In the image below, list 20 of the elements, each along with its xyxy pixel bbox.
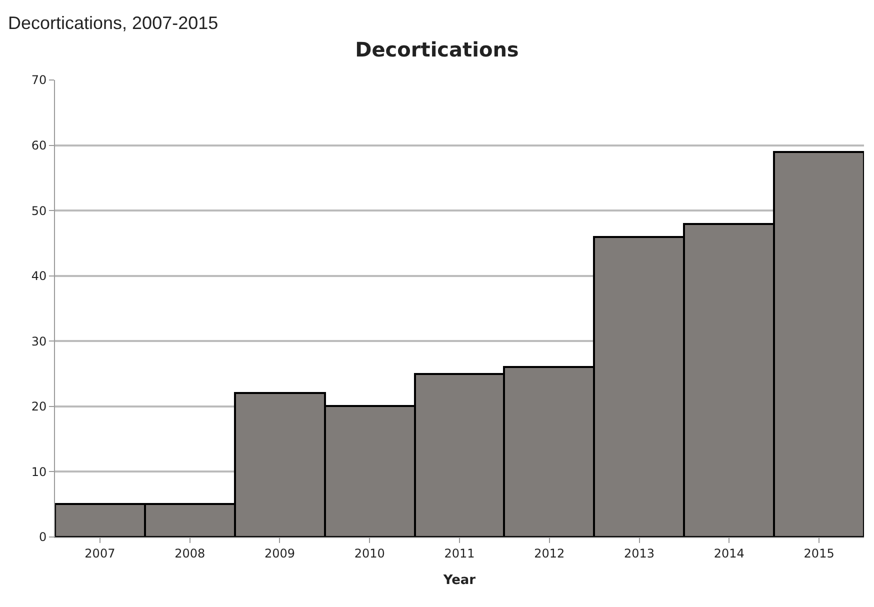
y-tick-label: 20 <box>31 400 47 414</box>
x-tick-label: 2012 <box>534 546 565 560</box>
text: Decortications, 2007-2015 <box>8 13 218 33</box>
x-tick-label: 2015 <box>804 546 834 560</box>
x-tick-label: 2014 <box>714 546 744 560</box>
y-tick-label: 60 <box>31 138 47 152</box>
y-tick-label: 0 <box>38 530 47 544</box>
x-axis-title: Year <box>442 573 476 588</box>
y-tick-label: 50 <box>31 204 47 218</box>
x-tick-label: 2009 <box>264 546 295 560</box>
x-tick-label: 2011 <box>444 546 475 560</box>
chart-title: Decortications <box>355 37 519 62</box>
x-tick-label: 2010 <box>354 546 385 560</box>
y-tick-label: 40 <box>31 269 47 284</box>
y-tick-label: 10 <box>31 464 47 479</box>
x-tick-label: 2007 <box>84 546 116 560</box>
x-tick-label: 2008 <box>174 546 206 560</box>
x-tick-label: 2013 <box>624 546 655 560</box>
y-tick-label: 70 <box>31 73 47 88</box>
y-tick-label: 30 <box>31 334 47 348</box>
